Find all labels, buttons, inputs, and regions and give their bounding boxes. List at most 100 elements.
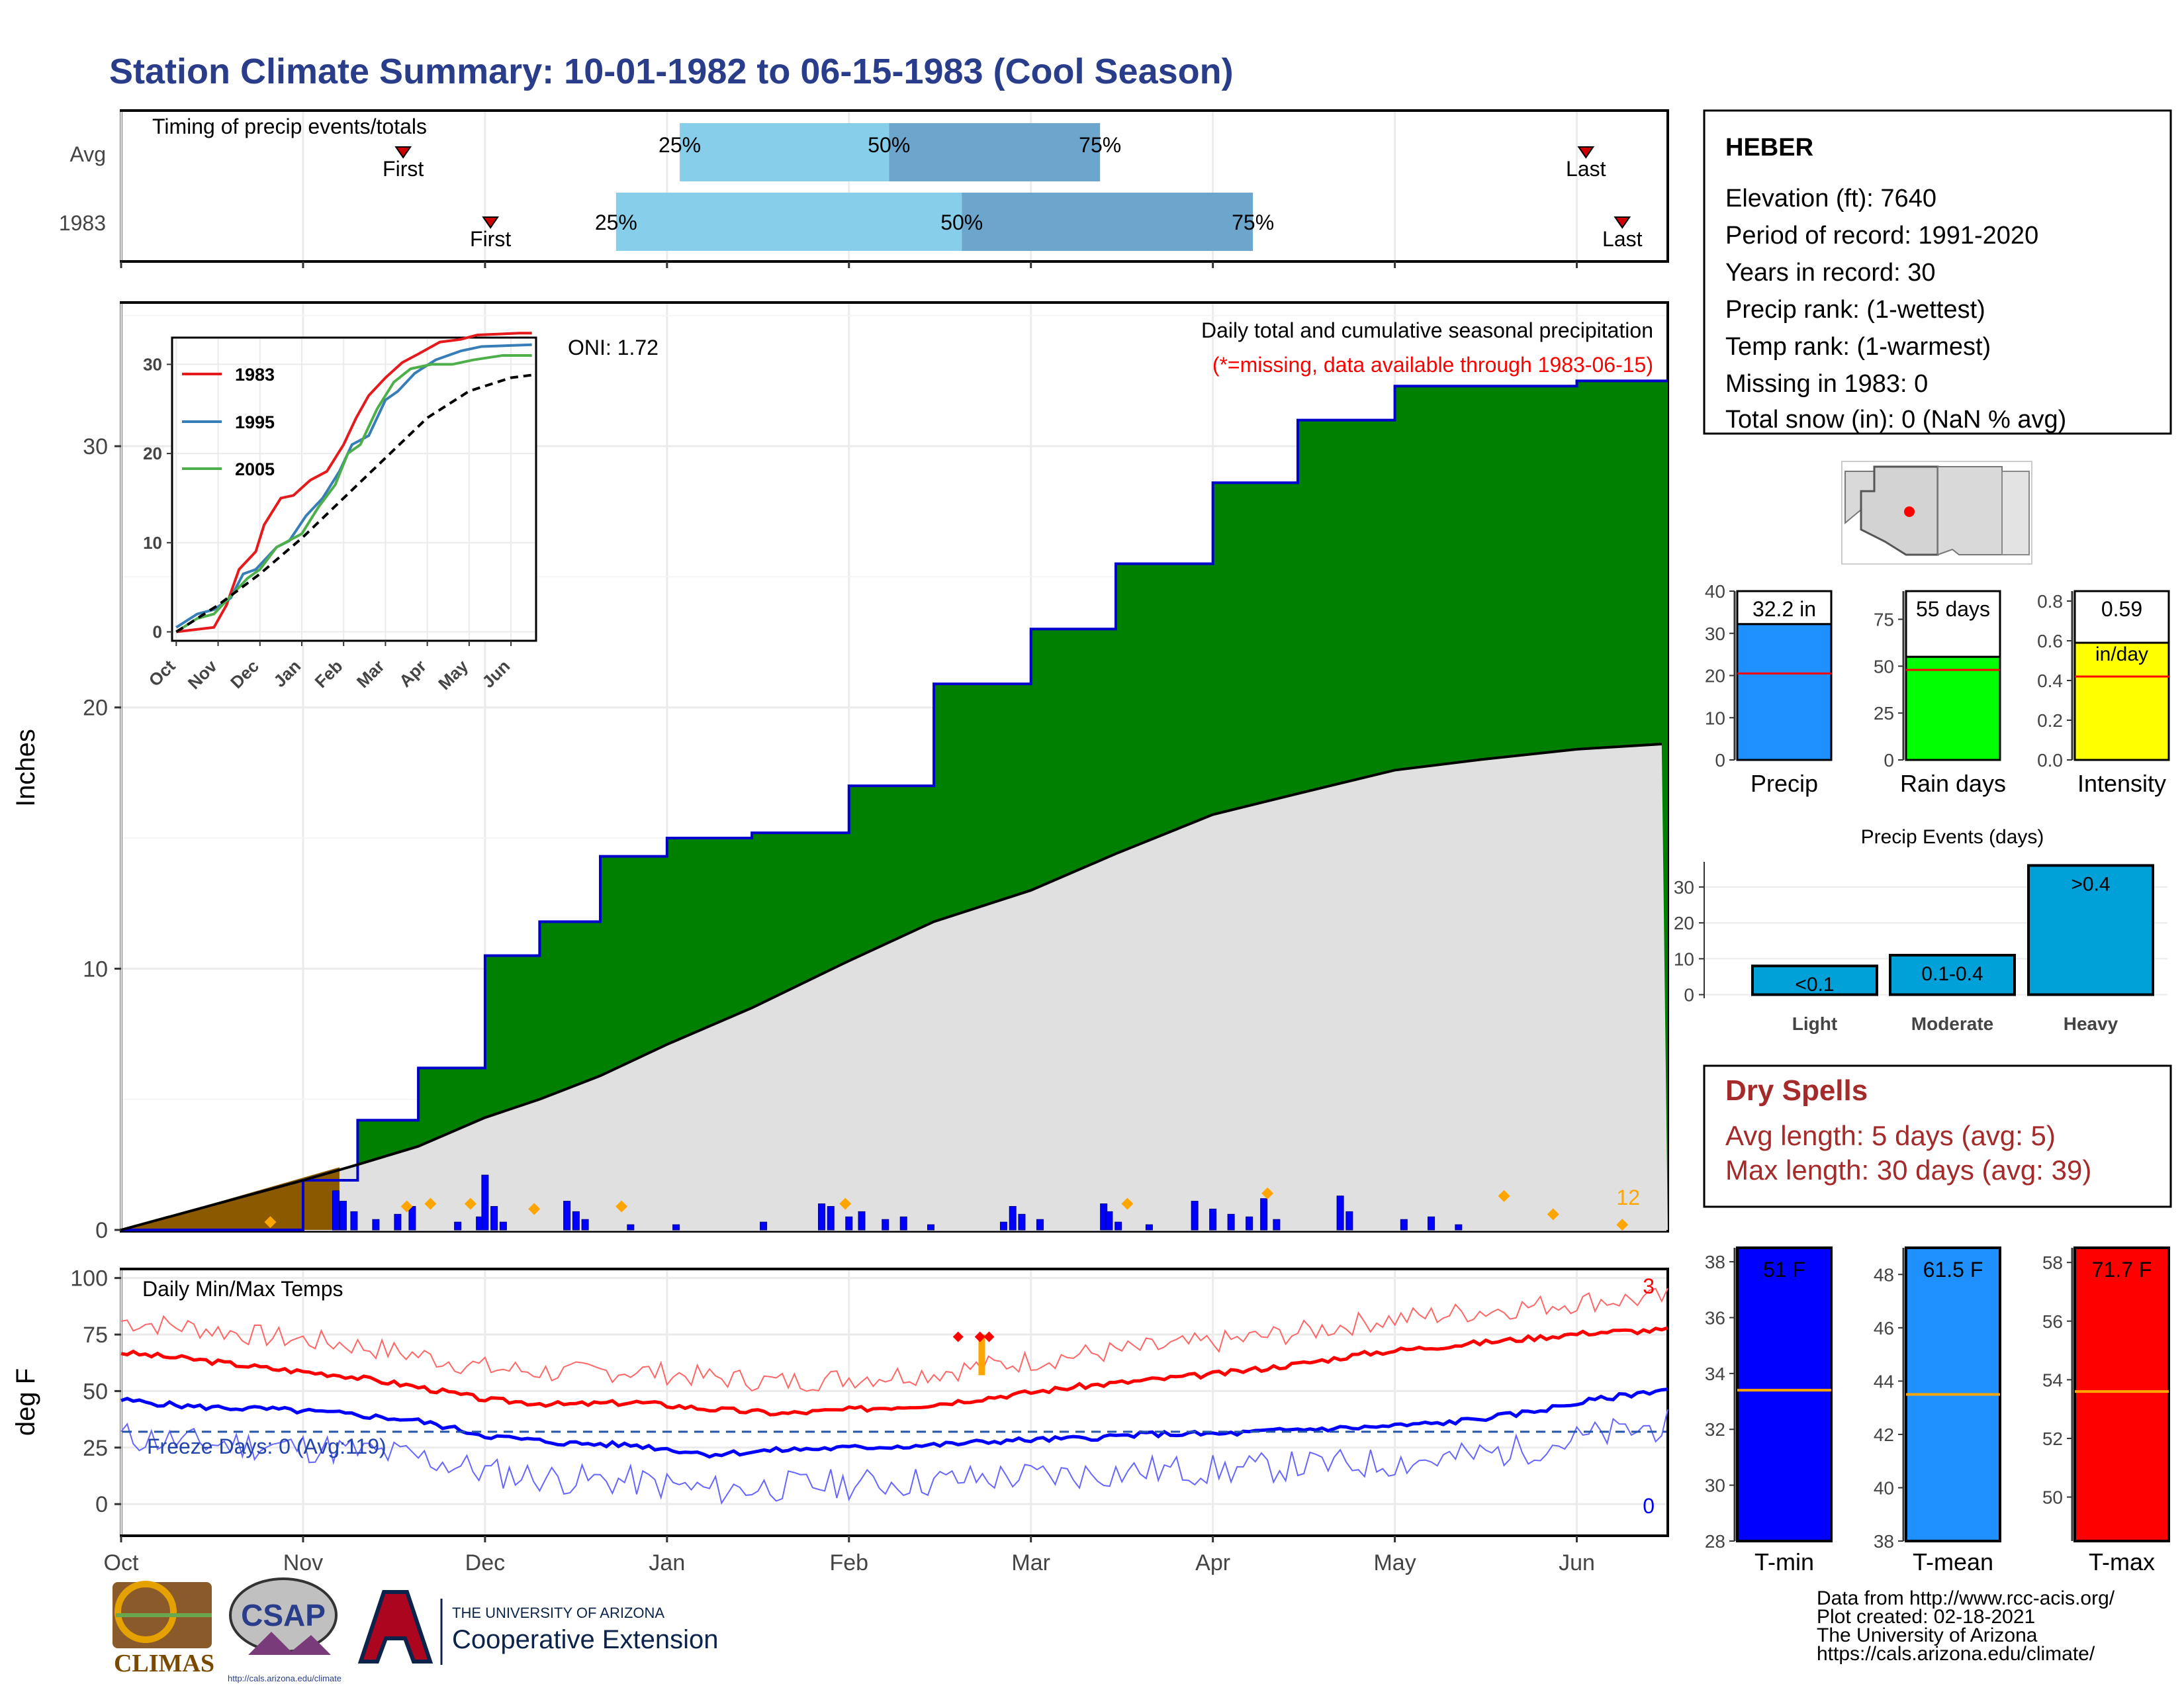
daily-precip-bar <box>408 1205 416 1231</box>
station-line-period: Period of record: 1991-2020 <box>1725 222 2038 250</box>
daily-precip-bar <box>1428 1216 1435 1231</box>
inset-legend-label: 1995 <box>235 412 275 432</box>
mini-bar-ytick-label: 0.4 <box>2037 671 2063 691</box>
mini-bar-1 <box>1905 655 2001 761</box>
station-name: HEBER <box>1725 134 1813 162</box>
events-ytick-label: 10 <box>1674 949 1694 969</box>
mini-bar-0 <box>1736 623 1833 761</box>
inset-ytick-label: 10 <box>143 533 162 553</box>
page-title: Station Climate Summary: 10-01-1982 to 0… <box>109 52 1234 91</box>
daily-precip-bar <box>1009 1205 1017 1231</box>
temp-bar-value: 61.5 F <box>1923 1258 1983 1282</box>
daily-precip-bar <box>481 1174 489 1231</box>
events-category: Heavy <box>2064 1013 2118 1034</box>
last-event-label: Last <box>1566 157 1606 181</box>
daily-precip-bar <box>1336 1196 1344 1231</box>
missing-data-marker <box>1498 1190 1510 1202</box>
climas-logo: CLIMAS <box>113 1581 214 1677</box>
month-tick-label: Apr <box>1195 1550 1230 1575</box>
month-tick-label: Nov <box>283 1550 323 1575</box>
mini-bar-value: 32.2 in <box>1752 597 1816 621</box>
temp-bar-ytick-label: 34 <box>1705 1364 1725 1384</box>
events-bar <box>2027 864 2154 996</box>
precip-count: 12 <box>1616 1186 1640 1209</box>
station-location-dot <box>1904 506 1915 517</box>
record-high-marker <box>983 1331 995 1342</box>
footer-line-data: Data from http://www.rcc-acis.org/ <box>1817 1587 2115 1609</box>
month-tick-label: Dec <box>465 1550 505 1575</box>
timing-p75-label: 75% <box>1079 133 1121 157</box>
daily-precip-bar <box>339 1201 347 1231</box>
daily-precip-bar <box>1105 1211 1113 1231</box>
daily-precip-bar <box>999 1221 1007 1231</box>
mini-bar-2 <box>2073 641 2170 761</box>
daily-precip-bar <box>1345 1211 1353 1231</box>
daily-precip-bar <box>572 1211 580 1231</box>
daily-precip-bar <box>1400 1219 1408 1231</box>
temp-bar-ytick-label: 48 <box>1874 1264 1894 1285</box>
station-line-precip-rank: Precip rank: (1-wettest) <box>1725 296 1985 324</box>
mini-bar-category: Precip <box>1751 770 1818 797</box>
temp-bar-ytick-label: 42 <box>1874 1425 1894 1445</box>
events-bar-label: <0.1 <box>1795 974 1834 996</box>
month-tick-label: Oct <box>104 1550 139 1575</box>
precip-ytick-label: 10 <box>83 957 108 982</box>
daily-precip-bar <box>563 1201 571 1231</box>
month-tick-label: Feb <box>829 1550 868 1575</box>
last-event-marker <box>1577 146 1595 159</box>
mini-bar-ytick-label: 0 <box>1884 750 1894 771</box>
timing-p50-label: 50% <box>868 133 910 157</box>
missing-data-marker <box>1547 1208 1559 1221</box>
events-bar <box>1889 953 2016 996</box>
temp-bar-ytick-label: 28 <box>1705 1531 1725 1552</box>
temp-count-bottom: 0 <box>1643 1494 1655 1518</box>
temp-bar-ytick-label: 54 <box>2042 1370 2063 1390</box>
first-event-marker <box>482 216 500 229</box>
mini-bar-ytick-label: 75 <box>1874 610 1894 630</box>
temp-bar-ytick-label: 44 <box>1874 1371 1894 1391</box>
timing-p75-label: 75% <box>1232 211 1274 234</box>
events-bar-label: >0.4 <box>2071 873 2110 895</box>
timing-row-1983-label: 1983 <box>59 211 106 235</box>
station-line-snow: Total snow (in): 0 (NaN % avg) <box>1725 406 2066 434</box>
record-high-marker <box>974 1331 985 1342</box>
events-ytick-label: 0 <box>1684 985 1694 1006</box>
inset-ytick-label: 30 <box>143 354 162 374</box>
mini-bar-value: 0.59 <box>2101 597 2142 621</box>
daily-precip-bar <box>760 1221 768 1231</box>
daily-precip-bar <box>1455 1224 1463 1231</box>
location-map <box>1841 461 2032 565</box>
mini-bar-label-box <box>1736 590 1833 626</box>
timing-p25-label: 25% <box>595 211 637 234</box>
first-event-label: First <box>383 157 424 181</box>
daily-precip-bar <box>1018 1213 1026 1231</box>
daily-precip-bar <box>1115 1221 1122 1231</box>
oni-label: ONI: 1.72 <box>568 336 659 359</box>
timing-bar-25-50 <box>615 193 962 251</box>
temp-bar-ytick-label: 36 <box>1705 1307 1725 1328</box>
timing-panel: 25% 50% 75% First Last 25% 50% 75% First Last Tim… <box>59 109 1669 268</box>
daily-precip-bar <box>1209 1208 1217 1231</box>
missing-data-marker <box>464 1197 477 1210</box>
timing-p50-label: 50% <box>940 211 983 234</box>
missing-data-marker <box>1121 1197 1134 1210</box>
temp-bar-0 <box>1736 1246 1833 1542</box>
average-tmax-line <box>120 1326 1668 1417</box>
temp-ytick-label: 100 <box>70 1266 108 1291</box>
daily-precip-bar <box>882 1219 889 1231</box>
footer-credits: Data from http://www.rcc-acis.org/ Plot … <box>1817 1587 2115 1665</box>
missing-data-marker <box>839 1197 852 1210</box>
temp-bar-ytick-label: 52 <box>2042 1429 2063 1449</box>
events-title: Precip Events (days) <box>1861 826 2044 848</box>
daily-precip-bar <box>1145 1224 1153 1231</box>
temp-bar-ytick-label: 38 <box>1705 1252 1725 1272</box>
footer-line-created: Plot created: 02-18-2021 <box>1817 1606 2035 1628</box>
month-tick-label: Jan <box>649 1550 685 1575</box>
temp-ytick-label: 25 <box>83 1436 108 1461</box>
daily-precip-bar <box>372 1219 380 1231</box>
temp-count-top: 3 <box>1643 1274 1655 1298</box>
precip-ytick-label: 0 <box>95 1218 108 1243</box>
daily-precip-bar <box>1246 1216 1253 1231</box>
missing-data-marker <box>264 1216 277 1229</box>
